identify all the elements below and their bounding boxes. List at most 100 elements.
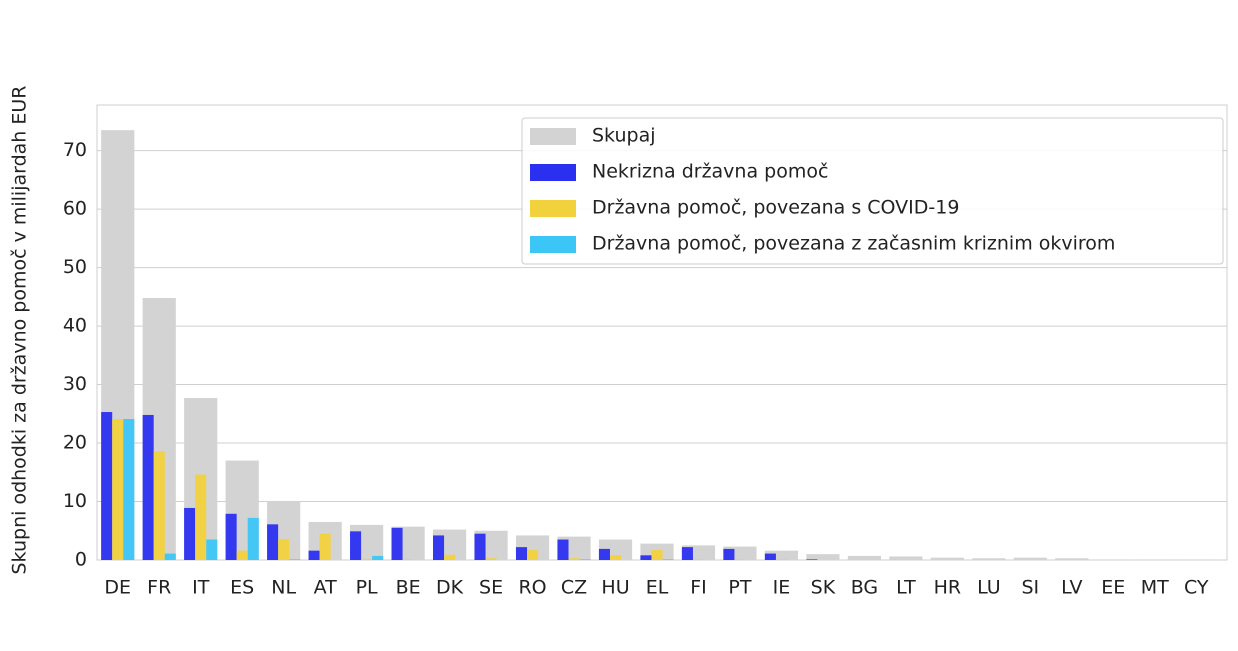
legend-swatch <box>530 164 576 181</box>
bar <box>579 559 591 560</box>
bar <box>515 547 528 560</box>
bar <box>153 451 165 560</box>
bar <box>195 474 207 560</box>
y-tick-label: 40 <box>63 315 87 337</box>
bar-total <box>1179 559 1213 560</box>
x-tick-label: FR <box>147 577 171 599</box>
x-tick-label: NL <box>271 577 296 599</box>
bar <box>101 412 113 560</box>
bar-total <box>889 556 923 560</box>
bar <box>267 524 279 560</box>
bar-total <box>930 557 964 560</box>
legend-swatch <box>530 200 576 217</box>
bar <box>112 419 124 560</box>
x-tick-label: SI <box>1021 577 1039 599</box>
bar-total <box>1096 559 1130 560</box>
bar <box>350 531 362 560</box>
y-tick-label: 20 <box>63 432 87 454</box>
x-tick-label: ES <box>230 577 254 599</box>
legend-box <box>521 117 1224 265</box>
bar <box>662 559 674 560</box>
x-tick-label: DK <box>436 577 464 599</box>
bar-total <box>1138 559 1172 560</box>
bar <box>164 553 176 560</box>
x-tick-label: BG <box>851 577 878 599</box>
bar <box>142 414 154 560</box>
bar <box>289 559 301 560</box>
x-tick-label: CZ <box>561 577 587 599</box>
bar-total <box>764 550 799 560</box>
bar <box>806 559 818 560</box>
x-tick-label: IE <box>773 577 791 599</box>
legend-label: Državna pomoč, povezana s COVID-19 <box>592 197 959 219</box>
bar <box>206 539 218 560</box>
bar <box>485 558 497 560</box>
bar <box>651 550 663 560</box>
x-tick-label: EL <box>646 577 669 599</box>
x-tick-label: LT <box>896 577 916 599</box>
bar <box>692 559 705 560</box>
y-tick-label: 70 <box>63 139 87 161</box>
bar <box>444 554 456 560</box>
legend-label: Skupaj <box>592 125 656 147</box>
y-tick-label: 30 <box>63 373 87 395</box>
x-tick-label: LV <box>1061 577 1083 599</box>
y-axis-label: Skupni odhodki za državno pomoč v milija… <box>9 86 31 575</box>
y-tick-label: 0 <box>75 549 87 571</box>
x-tick-label: PT <box>728 577 751 599</box>
bar <box>278 538 290 560</box>
bar <box>319 533 331 560</box>
legend-swatch <box>530 128 576 145</box>
x-tick-label: BE <box>396 577 421 599</box>
bar <box>775 559 787 560</box>
bar <box>308 550 320 560</box>
bar-total <box>847 555 881 560</box>
bar <box>247 517 259 560</box>
bar <box>402 559 414 560</box>
bar <box>734 559 746 560</box>
bar-total <box>806 554 840 560</box>
bar-total <box>1013 557 1047 560</box>
legend-swatch <box>530 236 576 253</box>
legend-label: Nekrizna državna pomoč <box>592 161 828 183</box>
x-tick-label: SK <box>811 577 836 599</box>
bar <box>598 548 610 560</box>
bar <box>123 419 135 560</box>
bar <box>236 550 248 560</box>
y-tick-label: 50 <box>63 256 87 278</box>
x-tick-label: HU <box>601 577 629 599</box>
x-tick-label: FI <box>690 577 707 599</box>
bar-total <box>972 558 1006 560</box>
y-tick-label: 10 <box>63 490 87 512</box>
bar <box>361 558 373 560</box>
bar <box>723 548 735 560</box>
bar <box>372 555 384 560</box>
x-tick-label: EE <box>1101 577 1125 599</box>
x-tick-label: HR <box>934 577 962 599</box>
bar <box>764 553 776 560</box>
x-tick-label: PL <box>356 577 378 599</box>
bar <box>568 558 580 560</box>
bar <box>681 547 693 560</box>
bar <box>557 539 569 560</box>
x-tick-label: SE <box>479 577 503 599</box>
bar <box>474 533 486 560</box>
x-tick-label: AT <box>314 577 338 599</box>
x-tick-label: CY <box>1184 577 1209 599</box>
x-tick-label: IT <box>192 577 210 599</box>
bar <box>640 555 652 560</box>
bar <box>225 513 237 560</box>
x-tick-label: RO <box>518 577 546 599</box>
bar <box>527 550 539 560</box>
legend-label: Državna pomoč, povezana z začasnim krizn… <box>592 233 1115 255</box>
bar <box>609 555 622 560</box>
x-tick-label: LU <box>977 577 1001 599</box>
bar-total <box>1055 558 1089 560</box>
y-tick-label: 60 <box>63 198 87 220</box>
bar <box>184 507 196 560</box>
bar <box>433 535 445 560</box>
bar <box>391 527 403 560</box>
x-tick-label: DE <box>104 577 131 599</box>
x-tick-label: MT <box>1141 577 1169 599</box>
